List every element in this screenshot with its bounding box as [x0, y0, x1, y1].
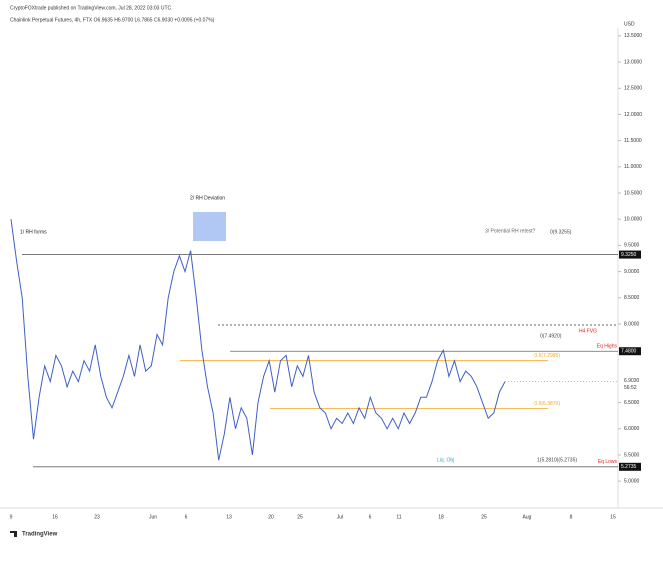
- level-text: Eq Lows: [598, 459, 618, 465]
- x-tick-label: 15: [610, 514, 616, 520]
- annotation: 0(9.3255): [550, 229, 572, 235]
- y-tick-label: 12.0000: [624, 112, 642, 118]
- y-tick-label: 10.5000: [624, 190, 642, 196]
- annotation: 1(5.2810)(5.2735): [537, 457, 577, 463]
- price-tag-label: 7.4800: [621, 349, 637, 355]
- annotation: 0(7.4920): [540, 333, 562, 339]
- y-tick-label: 8.0000: [624, 321, 640, 327]
- countdown: 56:52: [624, 385, 637, 391]
- highlight-box: [193, 212, 226, 241]
- y-tick-label: 6.5000: [624, 400, 640, 406]
- x-tick-label: 6: [185, 514, 188, 520]
- y-tick-label: 5.0000: [624, 478, 640, 484]
- x-tick-label: 8: [570, 514, 573, 520]
- annotation: 1/ RH forms: [20, 229, 47, 235]
- y-tick-label: 11.0000: [624, 164, 642, 170]
- x-tick-label: 13: [226, 514, 232, 520]
- x-tick-label: 6: [369, 514, 372, 520]
- level-text: Eq Highs: [597, 344, 618, 350]
- level-text: 0.5(7.2995): [534, 353, 560, 359]
- y-tick-label: 9.0000: [624, 269, 640, 275]
- chart-title: Chainlink Perpetual Futures, 4h, FTX O6.…: [10, 17, 215, 23]
- x-tick-label: 18: [438, 514, 444, 520]
- price-tag-label: 9.3250: [621, 252, 637, 258]
- y-tick-label: 13.5000: [624, 33, 642, 39]
- level-text: H4 FVG: [579, 328, 597, 334]
- x-tick-label: 16: [52, 514, 58, 520]
- x-tick-label: 11: [396, 514, 401, 520]
- brand-logo: [10, 531, 17, 537]
- price-tag: [619, 462, 641, 471]
- x-tick-label: 25: [481, 514, 487, 520]
- x-tick-label: 25: [297, 514, 303, 520]
- price-line: [10, 219, 506, 461]
- last-price-label: 6.9030: [624, 378, 640, 384]
- annotation: Liq. Obj: [437, 457, 454, 463]
- annotation: 2/ RH Deviation: [190, 195, 225, 201]
- brand: TradingView: [22, 532, 58, 538]
- annotation: 3/ Potential RH retest?: [485, 228, 536, 234]
- x-tick-label: Jun: [149, 514, 157, 520]
- price-tag: [619, 347, 641, 356]
- price-tag-label: 5.2735: [621, 464, 637, 470]
- x-tick-label: 23: [94, 514, 100, 520]
- y-tick-label: 6.0000: [624, 426, 640, 432]
- y-tick-label: 8.5000: [624, 295, 640, 301]
- x-tick-label: 20: [268, 514, 274, 520]
- y-tick-label: 13.0000: [624, 59, 642, 65]
- y-tick-label: 10.0000: [624, 217, 642, 223]
- level-text: 0.5(6.3870): [534, 401, 560, 407]
- y-tick-label: 12.5000: [624, 86, 642, 92]
- y-tick-label: 11.5000: [624, 138, 642, 144]
- y-tick-label: 5.5000: [624, 452, 640, 458]
- x-tick-label: Jul: [337, 514, 343, 520]
- publisher: CryptoFOXtrade published on TradingView.…: [10, 5, 171, 11]
- x-tick-label: 9: [10, 514, 13, 520]
- currency: USD: [624, 21, 635, 27]
- price-tag: [619, 250, 641, 259]
- y-tick-label: 9.5000: [624, 243, 640, 249]
- x-tick-label: Aug: [523, 514, 532, 520]
